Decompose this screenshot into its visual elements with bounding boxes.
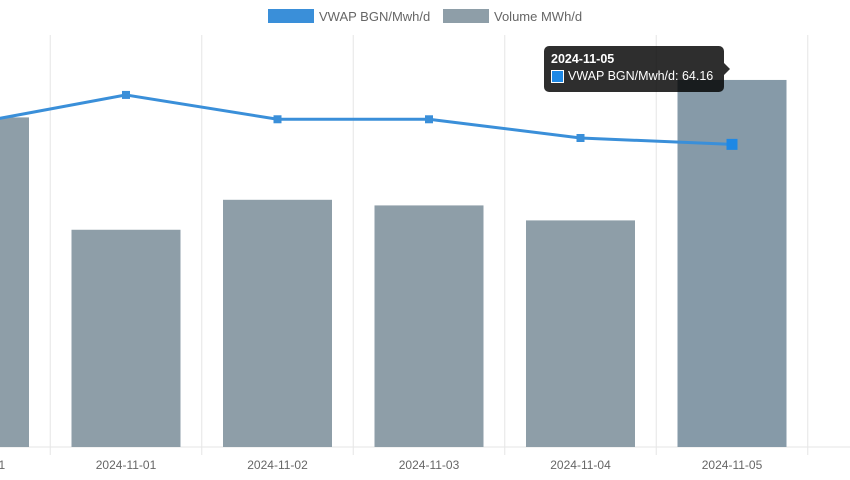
x-tick-label: 2024-11-03	[399, 458, 460, 472]
volume-bars	[0, 79, 787, 448]
vwap-point[interactable]	[425, 115, 433, 124]
x-tick-label: 2024-10-31	[0, 458, 6, 472]
tooltip-row: VWAP BGN/Mwh/d: 64.16	[551, 67, 717, 85]
vwap-line-path	[0, 93, 733, 146]
x-axis-tick-labels: 2024-10-31 2024-11-01 2024-11-02 2024-11-03…	[0, 458, 763, 472]
vwap-line	[0, 90, 738, 150]
tooltip-separator: :	[674, 69, 682, 83]
chart-tooltip: 2024-11-05 VWAP BGN/Mwh/d: 64.16	[544, 46, 730, 92]
tooltip-value: 64.16	[681, 69, 714, 83]
volume-bar[interactable]	[71, 229, 181, 447]
x-tick-label: 2024-11-02	[247, 458, 308, 472]
volume-bar[interactable]	[0, 117, 29, 448]
tooltip-title: 2024-11-05	[551, 52, 615, 66]
tooltip-series-name: VWAP BGN/Mwh/d	[568, 69, 675, 83]
volume-bar[interactable]	[223, 199, 332, 447]
vwap-point[interactable]	[122, 90, 130, 99]
tooltip-color-swatch	[551, 69, 564, 83]
vwap-point[interactable]	[273, 115, 282, 124]
x-tick-label: 2024-11-01	[96, 458, 157, 472]
legend-swatch[interactable]	[443, 9, 489, 23]
vwap-point[interactable]	[726, 138, 738, 150]
volume-bar[interactable]	[677, 79, 787, 447]
tooltip-caret	[724, 63, 730, 75]
legend[interactable]: VWAP BGN/Mwh/d Volume MWh/d	[268, 9, 582, 24]
x-tick-label: 2024-11-05	[702, 458, 763, 472]
legend-label[interactable]: Volume MWh/d	[494, 9, 582, 24]
legend-swatch[interactable]	[268, 9, 314, 23]
vwap-point[interactable]	[576, 134, 585, 142]
volume-bar[interactable]	[526, 220, 635, 447]
legend-label[interactable]: VWAP BGN/Mwh/d	[319, 9, 430, 24]
volume-bar[interactable]	[374, 205, 484, 447]
x-tick-label: 2024-11-04	[550, 458, 611, 472]
